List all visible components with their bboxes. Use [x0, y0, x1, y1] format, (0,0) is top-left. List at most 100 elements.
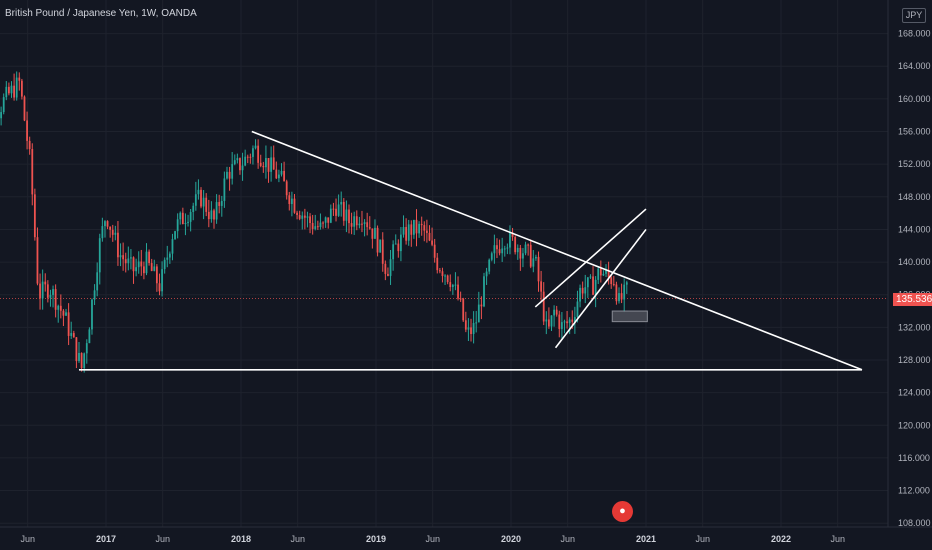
candle-body — [111, 229, 114, 235]
candle-body — [296, 212, 298, 216]
candle-body — [233, 160, 236, 165]
candle-body — [550, 315, 553, 327]
candle-body — [98, 238, 101, 273]
candle-body — [127, 258, 130, 264]
candle-body — [410, 224, 413, 235]
candle-body — [366, 222, 369, 228]
x-tick-label: 2018 — [231, 534, 251, 544]
candle-body — [420, 223, 423, 226]
candle-body — [415, 219, 418, 234]
candle-body — [70, 333, 73, 336]
candle-body — [83, 353, 86, 368]
candle-body — [117, 232, 119, 258]
candle-body — [348, 209, 350, 224]
candle-body — [384, 263, 387, 274]
candle-body — [67, 312, 70, 336]
candle-body — [88, 329, 91, 344]
candle-body — [345, 209, 348, 221]
candle-body — [39, 283, 41, 299]
chart-title: British Pound / Japanese Yen, 1W, OANDA — [5, 8, 197, 19]
candle-body — [119, 255, 122, 258]
tradingview-logo-icon[interactable]: ● — [612, 501, 633, 522]
candle-body — [0, 112, 3, 119]
candle-body — [306, 216, 309, 218]
candle-body — [246, 156, 249, 158]
candle-body — [433, 244, 436, 258]
candle-body — [311, 222, 314, 229]
candle-body — [441, 271, 444, 277]
candle-body — [579, 287, 581, 302]
candle-body — [137, 261, 140, 268]
candle-body — [501, 248, 504, 254]
x-tick-label: Jun — [560, 534, 575, 544]
candle-body — [509, 232, 511, 248]
y-tick-label: 160.000 — [898, 94, 931, 104]
candle-body — [272, 157, 275, 170]
candle-body — [615, 284, 618, 302]
x-tick-label: 2021 — [636, 534, 656, 544]
candle-body — [553, 309, 555, 316]
candle-body — [316, 226, 319, 228]
candle-body — [124, 259, 127, 264]
x-tick-label: Jun — [695, 534, 710, 544]
candle-body — [490, 253, 493, 260]
candle-body — [181, 212, 184, 225]
candle-body — [49, 294, 52, 298]
currency-button[interactable]: JPY — [902, 8, 926, 23]
y-tick-label: 140.000 — [898, 257, 931, 267]
candle-body — [80, 352, 83, 368]
candle-body — [10, 85, 13, 94]
candle-body — [527, 244, 530, 246]
candle-body — [223, 178, 226, 202]
candle-body — [566, 321, 568, 324]
candle-body — [381, 239, 384, 264]
candle-body — [140, 261, 143, 267]
candle-body — [405, 227, 408, 241]
candle-body — [618, 293, 620, 302]
x-tick-label: 2019 — [366, 534, 386, 544]
candle-body — [363, 222, 366, 224]
candle-body — [535, 256, 537, 259]
y-tick-label: 152.000 — [898, 159, 931, 169]
candle-body — [599, 268, 602, 276]
y-tick-label: 124.000 — [898, 388, 931, 398]
candle-body — [109, 226, 112, 230]
candle-body — [239, 158, 241, 171]
candle-body — [529, 244, 532, 267]
x-tick-label: Jun — [20, 534, 35, 544]
candle-body — [563, 321, 566, 323]
candle-body — [301, 215, 304, 219]
candle-body — [407, 224, 410, 241]
candle-body — [467, 327, 470, 330]
candle-body — [62, 310, 65, 316]
candle-body — [392, 244, 395, 260]
candle-body — [522, 253, 524, 259]
candle-body — [205, 197, 208, 212]
last-price-label: 135.536 — [893, 292, 932, 306]
candle-body — [150, 263, 153, 271]
candle-body — [275, 169, 278, 179]
candle-body — [488, 259, 491, 272]
y-tick-label: 144.000 — [898, 224, 931, 234]
candle-body — [431, 240, 433, 245]
candle-body — [516, 247, 519, 253]
candle-body — [13, 85, 15, 98]
candle-body — [329, 208, 332, 223]
candle-body — [163, 259, 166, 270]
y-tick-label: 120.000 — [898, 420, 931, 430]
candle-body — [361, 223, 363, 225]
candle-body — [213, 210, 215, 220]
candle-body — [106, 221, 109, 227]
candle-body — [52, 289, 54, 295]
candle-body — [524, 244, 527, 254]
candle-body — [625, 282, 628, 285]
candle-body — [231, 164, 234, 179]
candle-body — [262, 165, 265, 168]
candle-body — [545, 319, 548, 322]
candle-body — [184, 222, 187, 225]
channel-upper — [534, 208, 647, 308]
candle-body — [249, 156, 252, 158]
